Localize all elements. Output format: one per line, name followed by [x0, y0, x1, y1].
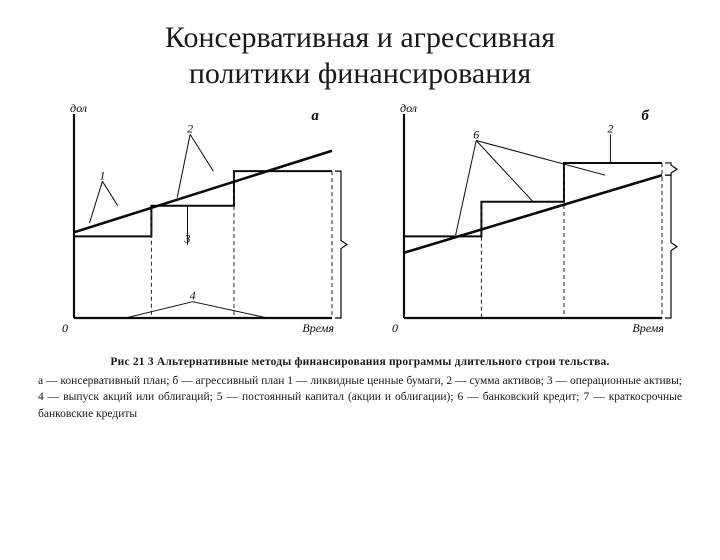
chart-b: 2567долВремя0б [370, 104, 680, 344]
chart-a-svg: 12345долВремя0а [40, 104, 350, 344]
svg-text:0: 0 [62, 321, 68, 335]
title-line2: политики финансирования [189, 57, 531, 90]
svg-text:б: б [641, 108, 649, 124]
svg-text:2: 2 [187, 121, 193, 135]
title-line1: Консервативная и агрессивная [165, 21, 555, 54]
charts-row: 12345долВремя0а 2567долВремя0б [0, 104, 720, 344]
svg-text:дол: дол [400, 104, 417, 115]
chart-a: 12345долВремя0а [40, 104, 350, 344]
figure-caption: Рис 21 3 Альтернативные методы финансиро… [38, 354, 682, 423]
caption-body: а — консервативный план; б — агрессивный… [38, 375, 682, 420]
caption-title: Рис 21 3 Альтернативные методы финансиро… [38, 354, 682, 371]
svg-text:3: 3 [184, 232, 191, 246]
svg-text:а: а [311, 108, 319, 124]
page-title: Консервативная и агрессивная политики фи… [0, 20, 720, 92]
svg-text:Время: Время [632, 321, 664, 335]
chart-b-svg: 2567долВремя0б [370, 104, 680, 344]
svg-text:4: 4 [190, 289, 196, 303]
svg-text:1: 1 [99, 168, 105, 182]
svg-text:0: 0 [392, 321, 398, 335]
svg-text:дол: дол [70, 104, 87, 115]
svg-text:6: 6 [473, 128, 479, 142]
svg-text:Время: Время [302, 321, 334, 335]
svg-text:2: 2 [607, 121, 613, 135]
